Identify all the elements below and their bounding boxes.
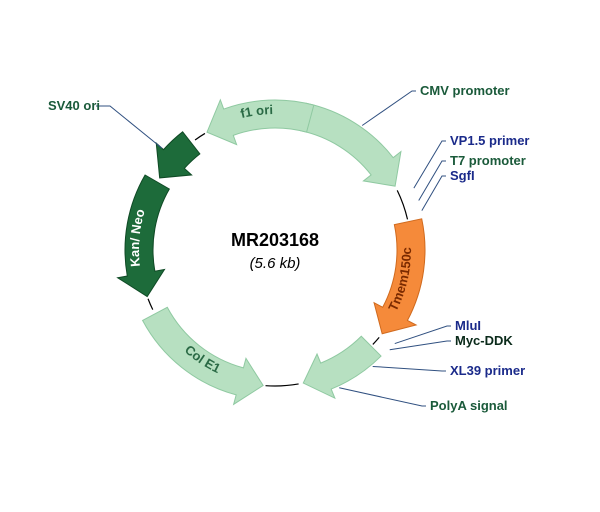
feature-sv40 (156, 132, 200, 178)
external-label: PolyA signal (430, 398, 508, 413)
plasmid-name: MR203168 (231, 230, 319, 250)
leader-line (422, 176, 446, 211)
leader-line (362, 91, 416, 125)
external-label: Myc-DDK (455, 333, 513, 348)
plasmid-map: Tmem150cCol E1Kan/ Neof1 oriCMV promoter… (0, 0, 600, 512)
leader-line (373, 366, 446, 371)
external-label: CMV promoter (420, 83, 510, 98)
leader-line (419, 161, 446, 201)
external-label: SgfI (450, 168, 475, 183)
external-label: MluI (455, 318, 481, 333)
leader-line (96, 106, 162, 148)
external-label: XL39 primer (450, 363, 525, 378)
feature-cmv (300, 103, 401, 186)
plasmid-size: (5.6 kb) (250, 255, 301, 272)
external-label: SV40 ori (48, 98, 100, 113)
leader-line (339, 388, 426, 406)
external-label: VP1.5 primer (450, 133, 530, 148)
external-label: T7 promoter (450, 153, 526, 168)
feature-kan (118, 175, 170, 297)
